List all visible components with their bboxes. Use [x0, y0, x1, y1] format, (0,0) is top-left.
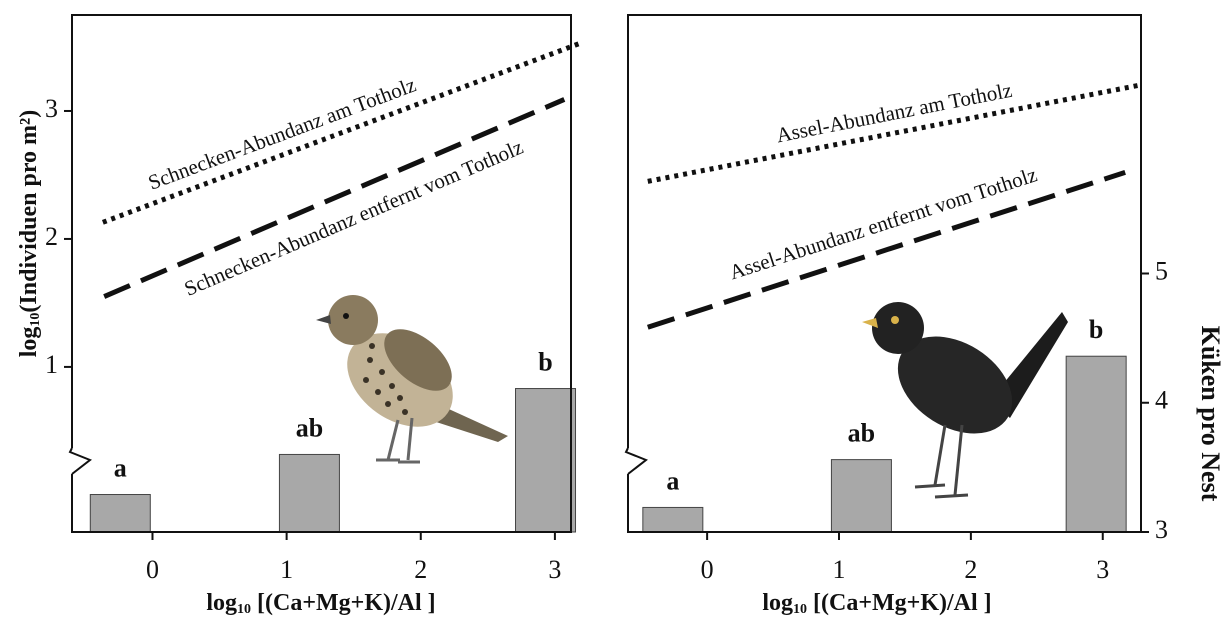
bar-letter: a	[114, 453, 127, 482]
y2-tick-label: 3	[1155, 515, 1168, 544]
axis-label: log10 [(Ca+Mg+K)/Al ]	[206, 590, 435, 618]
bar	[516, 389, 576, 532]
axis-label-subscript: 10	[28, 313, 43, 327]
thrush-illustration	[316, 295, 508, 462]
axis-label-part: log	[206, 590, 237, 616]
axis-label-subscript: 10	[237, 602, 251, 617]
bar	[643, 507, 703, 532]
bar-letter: a	[666, 466, 679, 495]
frame	[628, 15, 1141, 532]
x-tick-label: 0	[701, 555, 714, 584]
axis-label-part: log	[762, 590, 793, 616]
axis-label-part: [(Ca+Mg+K)/Al ]	[251, 590, 436, 616]
y2-tick-label: 4	[1155, 386, 1168, 415]
y-tick-label: 1	[45, 350, 58, 379]
line-label: Assel-Abundanz am Totholz	[774, 78, 1014, 148]
bar-letter: ab	[296, 413, 323, 442]
bar-letter: b	[1089, 315, 1103, 344]
x-tick-label: 3	[548, 555, 561, 584]
x-tick-label: 1	[833, 555, 846, 584]
y2-tick-label: 5	[1155, 256, 1168, 285]
bar	[1066, 356, 1126, 532]
bar-letter: b	[538, 348, 552, 377]
axis-label-part: log	[16, 327, 42, 358]
bar-letter: ab	[848, 419, 875, 448]
bar	[831, 460, 891, 532]
x-tick-label: 0	[146, 555, 159, 584]
axis-label-subscript: 10	[793, 602, 807, 617]
axis-label: log10(Individuen pro m²)	[16, 110, 44, 357]
trend-line	[648, 172, 1125, 327]
bar	[90, 495, 150, 532]
bar	[279, 454, 339, 532]
axis-label-part: (Individuen pro m²)	[16, 110, 42, 313]
y-tick-label: 2	[45, 222, 58, 251]
chart: aabbSchnecken-Abundanz am TotholzSchneck…	[0, 0, 1226, 621]
line-label: Schnecken-Abundanz am Totholz	[145, 72, 419, 194]
x-tick-label: 1	[280, 555, 293, 584]
blackbird-illustration	[862, 302, 1068, 497]
axis-label: log10 [(Ca+Mg+K)/Al ]	[762, 590, 991, 618]
x-tick-label: 2	[964, 555, 977, 584]
axis-label-part: [(Ca+Mg+K)/Al ]	[807, 590, 992, 616]
line-label: Assel-Abundanz entfernt vom Totholz	[726, 162, 1040, 284]
x-tick-label: 3	[1096, 555, 1109, 584]
page: aabbSchnecken-Abundanz am TotholzSchneck…	[0, 0, 1226, 621]
y-tick-label: 3	[45, 94, 58, 123]
x-tick-label: 2	[414, 555, 427, 584]
y2-axis-label: Küken pro Nest	[1196, 326, 1225, 502]
